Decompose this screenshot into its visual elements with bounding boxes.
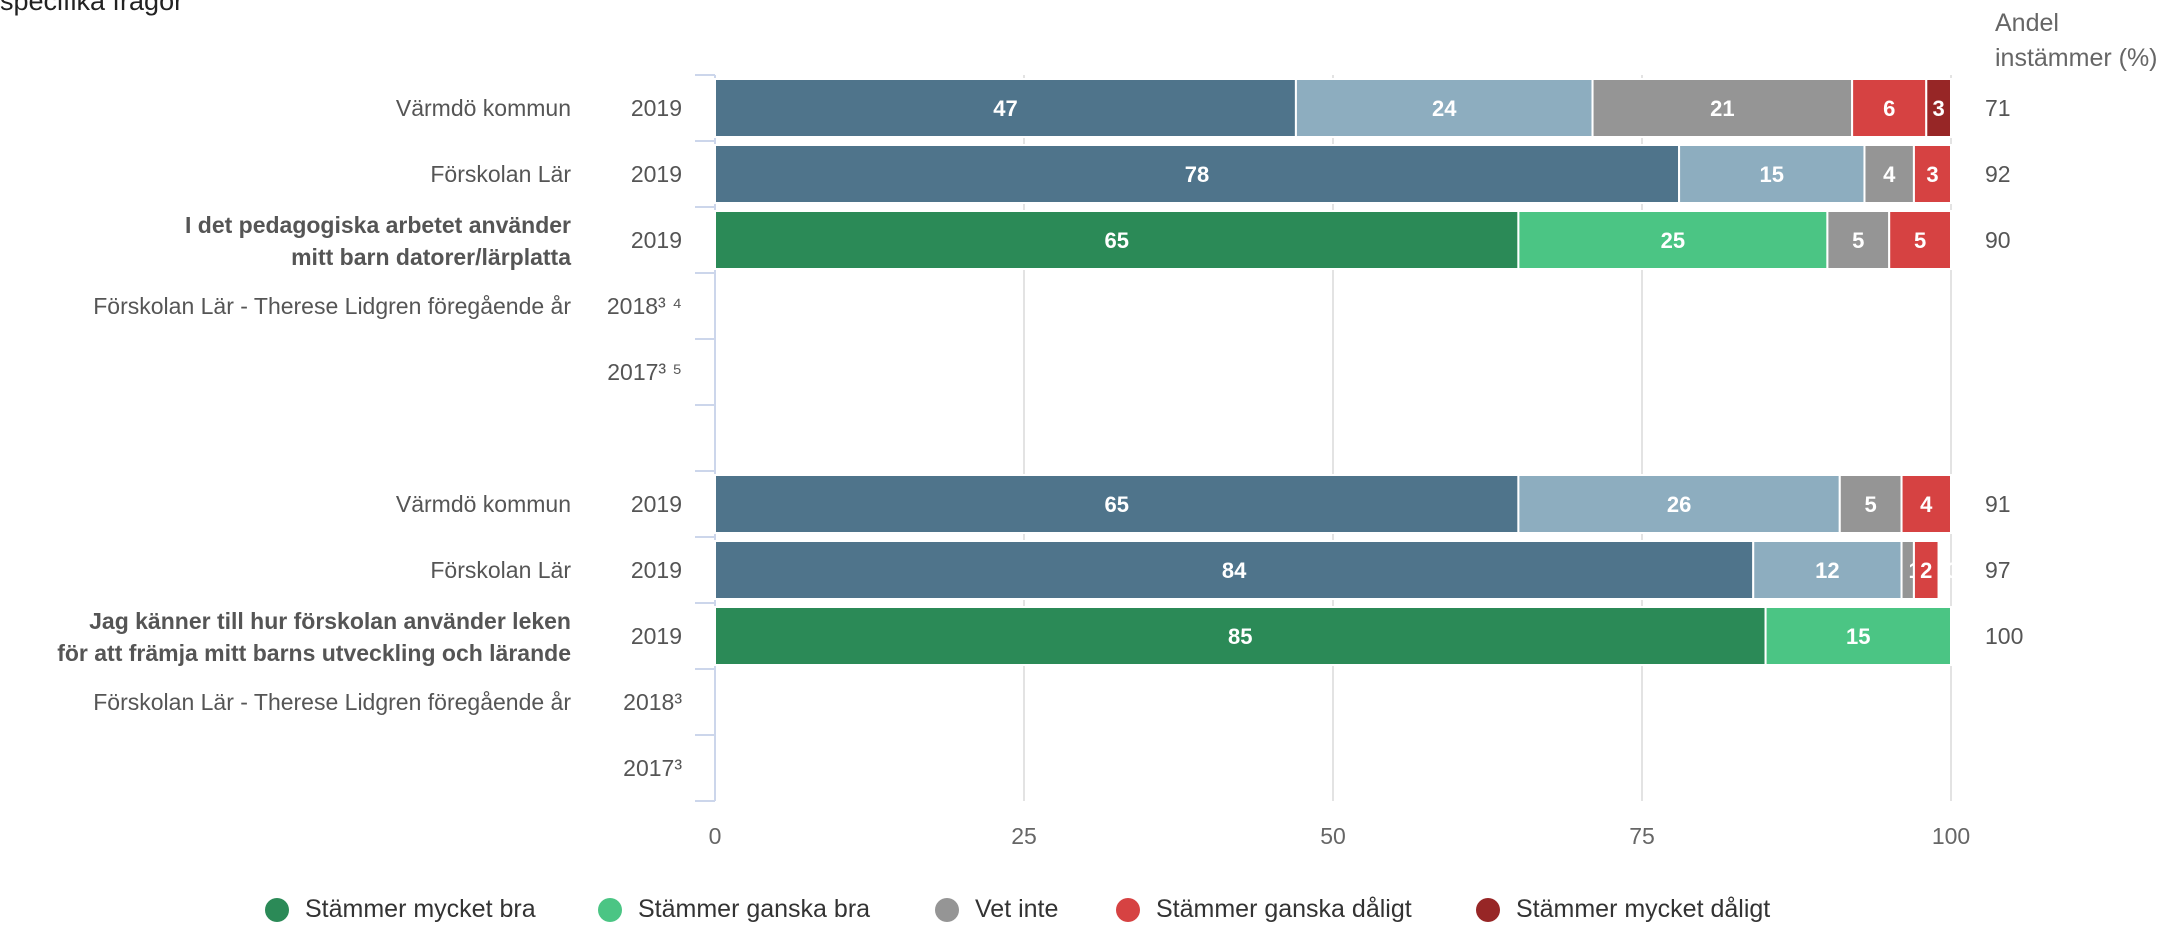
bar-segment <box>714 540 1755 600</box>
bar-segment <box>1937 540 1941 600</box>
legend-swatch-icon <box>265 897 289 922</box>
data-label: 4 <box>1920 492 1933 517</box>
bar-segment <box>714 144 1681 204</box>
data-label: 84 <box>1222 558 1247 583</box>
data-label: 3 <box>1933 96 1945 121</box>
row-label: Värmdö kommun <box>396 95 571 121</box>
year-label: 2018³ ⁴ <box>607 293 682 319</box>
data-label: 25 <box>1661 228 1685 253</box>
share-value: 90 <box>1985 227 2011 253</box>
bar-segment <box>1912 144 1953 204</box>
legend-label: Stämmer mycket bra <box>305 895 536 923</box>
data-label: 5 <box>1865 492 1877 517</box>
legend-item[interactable]: Vet inte <box>935 895 1058 924</box>
year-label: 2019 <box>631 491 682 517</box>
row-label: Förskolan Lär - Therese Lidgren föregåen… <box>93 293 571 319</box>
data-label: 4 <box>1883 162 1896 187</box>
data-label: 47 <box>993 96 1017 121</box>
x-tick-label: 75 <box>1629 823 1655 849</box>
year-label: 2017³ <box>623 755 682 781</box>
bar-segment <box>1678 144 1866 204</box>
data-label: 0 <box>1958 162 1970 187</box>
bar-segment <box>1517 210 1829 270</box>
legend-label: Stämmer mycket dåligt <box>1516 895 1771 923</box>
data-label: 6 <box>1883 96 1895 121</box>
chart-title-fragment: specifika frågor <box>0 0 184 16</box>
x-tick-label: 25 <box>1011 823 1037 849</box>
legend-label: Vet inte <box>975 895 1059 923</box>
legend-item[interactable]: Stämmer mycket bra <box>265 895 536 924</box>
data-label: 24 <box>1432 96 1457 121</box>
legend-label: Stämmer ganska bra <box>638 895 871 923</box>
question-label: för att främja mitt barns utveckling och… <box>57 640 571 666</box>
data-label: 15 <box>1846 624 1870 649</box>
data-label: 65 <box>1104 492 1128 517</box>
data-label: 15 <box>1760 162 1784 187</box>
data-label: 21 <box>1710 96 1734 121</box>
data-label: 85 <box>1228 624 1252 649</box>
year-label: 2019 <box>631 557 682 583</box>
legend-item[interactable]: Stämmer ganska bra <box>598 895 870 924</box>
bar-segment <box>1863 144 1915 204</box>
data-label: 3 <box>1926 162 1938 187</box>
chart-legend: Stämmer mycket bra Stämmer ganska bra Vet … <box>0 895 2172 929</box>
x-tick-label: 50 <box>1320 823 1346 849</box>
share-value: 91 <box>1985 491 2011 517</box>
share-value: 71 <box>1985 95 2011 121</box>
bar-segment <box>1925 78 1953 138</box>
data-label: 0 <box>1958 228 1970 253</box>
x-tick-label: 100 <box>1932 823 1970 849</box>
share-value: 92 <box>1985 161 2011 187</box>
bar-segment <box>1591 78 1854 138</box>
row-label: Förskolan Lär - Therese Lidgren föregåen… <box>93 689 571 715</box>
year-label: 2019 <box>631 95 682 121</box>
share-value: 100 <box>1985 623 2023 649</box>
bar-segment <box>1900 474 1953 534</box>
data-label: 26 <box>1667 492 1691 517</box>
year-label: 2018³ <box>623 689 682 715</box>
bar-segment <box>1826 210 1891 270</box>
x-tick-label: 0 <box>709 823 722 849</box>
year-label: 2017³ ⁵ <box>607 359 682 385</box>
data-label: 1 <box>1958 492 1970 517</box>
bar-segment <box>1752 540 1903 600</box>
data-label: 0 <box>1946 558 1958 583</box>
legend-item[interactable]: Stämmer mycket dåligt <box>1476 895 1770 924</box>
row-label: Förskolan Lär <box>430 161 571 187</box>
bar-segment <box>714 78 1297 138</box>
year-label: 2019 <box>631 227 682 253</box>
question-label: I det pedagogiska arbetet använder <box>185 212 571 238</box>
question-label: mitt barn datorer/lärplatta <box>291 244 571 270</box>
share-value: 97 <box>1985 557 2011 583</box>
question-label: Jag känner till hur förskolan använder l… <box>89 608 571 634</box>
data-label: 78 <box>1185 162 1209 187</box>
bar-segment <box>714 210 1520 270</box>
share-header-line2: instämmer (%) <box>1995 44 2158 72</box>
data-label: 0 <box>1958 624 1970 649</box>
data-label: 65 <box>1104 228 1128 253</box>
data-label: 12 <box>1815 558 1839 583</box>
legend-item[interactable]: Stämmer ganska dåligt <box>1116 895 1412 924</box>
bar-segment <box>1764 606 1952 666</box>
data-label: 5 <box>1852 228 1864 253</box>
year-label: 2019 <box>631 623 682 649</box>
legend-swatch-icon <box>935 897 959 922</box>
row-label: Värmdö kommun <box>396 491 571 517</box>
year-label: 2019 <box>631 161 682 187</box>
row-label: Förskolan Lär <box>430 557 571 583</box>
legend-swatch-icon <box>1476 897 1500 922</box>
data-label: 2 <box>1920 558 1932 583</box>
bar-segment <box>1838 474 1903 534</box>
legend-swatch-icon <box>598 897 622 922</box>
bar-segment <box>714 474 1520 534</box>
legend-swatch-icon <box>1116 897 1140 922</box>
bar-segment <box>1912 540 1940 600</box>
share-column-header: Andel instämmer (%) <box>1995 6 2158 76</box>
data-label: 5 <box>1914 228 1926 253</box>
bar-segment <box>1888 210 1952 270</box>
bar-segment <box>1851 78 1928 138</box>
legend-label: Stämmer ganska dåligt <box>1156 895 1412 923</box>
share-header-line1: Andel <box>1995 9 2059 37</box>
